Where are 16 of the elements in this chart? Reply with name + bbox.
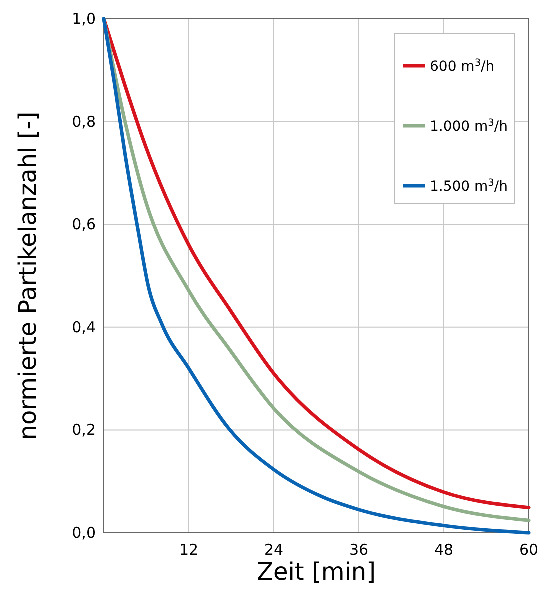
legend-label: 1.500 m$^{3}$/h <box>430 178 508 195</box>
x-tick-label: 48 <box>434 541 454 559</box>
y-tick-label: 0,4 <box>72 318 96 336</box>
y-tick-label: 0,6 <box>72 216 96 234</box>
legend-label: 600 m$^{3}$/h <box>430 58 495 75</box>
x-tick-label: 60 <box>519 541 539 559</box>
x-axis-title: Zeit [min] <box>257 558 376 586</box>
y-tick-label: 0,8 <box>72 112 96 131</box>
y-tick-label: 0,0 <box>72 524 96 542</box>
y-tick-label: 0,2 <box>72 421 96 440</box>
y-axis-title: normierte Partikelanzahl [-] <box>14 112 42 440</box>
x-tick-label: 36 <box>349 541 369 559</box>
x-tick-label: 24 <box>264 541 284 559</box>
x-tick-label: 12 <box>179 541 199 559</box>
y-tick-label: 1,0 <box>72 10 96 28</box>
legend-label: 1.000 m$^{3}$/h <box>430 118 508 135</box>
